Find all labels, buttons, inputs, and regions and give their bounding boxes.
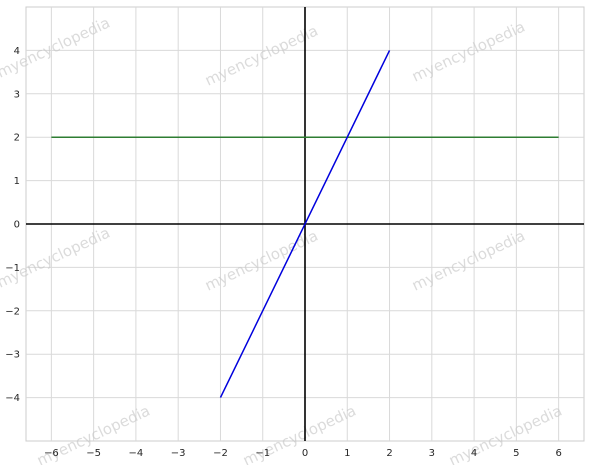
y-tick-label: 2: [14, 133, 20, 144]
x-tick-labels: −6 −5 −4 −3 −2 −1 0 1 2 3 4 5 6: [44, 448, 562, 459]
y-tick-label: −2: [5, 306, 20, 317]
y-tick-label: 3: [14, 89, 20, 100]
x-tick-label: −6: [44, 448, 59, 459]
x-tick-label: −2: [213, 448, 228, 459]
y-tick-label: −4: [5, 393, 20, 404]
y-tick-labels: −4 −3 −2 −1 0 1 2 3 4: [5, 46, 20, 404]
x-tick-label: 3: [429, 448, 435, 459]
x-tick-label: −1: [255, 448, 270, 459]
x-tick-label: −3: [171, 448, 186, 459]
x-tick-label: −5: [86, 448, 101, 459]
x-tick-label: 6: [555, 448, 561, 459]
x-tick-label: 5: [513, 448, 519, 459]
x-tick-label: −4: [129, 448, 144, 459]
series-group: [51, 50, 559, 398]
y-tick-label: −1: [5, 263, 20, 274]
x-tick-label: 0: [302, 448, 308, 459]
y-tick-label: 4: [14, 46, 20, 57]
x-tick-label: 2: [386, 448, 392, 459]
y-tick-label: 1: [14, 176, 20, 187]
y-tick-label: 0: [14, 220, 20, 231]
series-line-2: [219, 50, 391, 398]
y-tick-label: −3: [5, 350, 20, 361]
x-tick-label: 4: [471, 448, 477, 459]
x-tick-label: 1: [344, 448, 350, 459]
